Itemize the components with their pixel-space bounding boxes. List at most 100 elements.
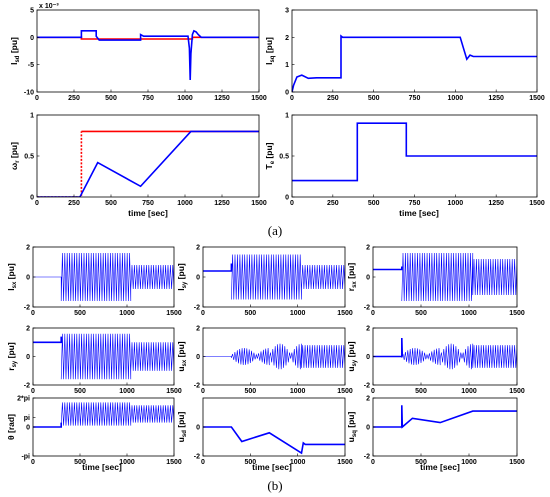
xtick-label-isd: 750 xyxy=(142,95,154,102)
xtick-label-omega: 1000 xyxy=(177,200,193,207)
series-group-omega xyxy=(37,130,259,197)
ytick-label-isx: -2 xyxy=(24,305,30,312)
ytick-label-isx: 0 xyxy=(26,275,30,282)
xtick-label-theta: 500 xyxy=(74,459,86,466)
ytick-label-isd: 5 xyxy=(30,8,34,15)
xtick-label-te: 500 xyxy=(368,200,380,207)
ytick-label-usy: 0 xyxy=(366,354,370,361)
ytick-label-theta: -pi xyxy=(21,454,30,461)
series-group-theta xyxy=(33,402,174,428)
xtick-label-omega: 250 xyxy=(68,200,80,207)
xtick-label-isd: 1250 xyxy=(214,95,230,102)
xtick-label-omega: 1500 xyxy=(251,200,267,207)
ylabel-te: Te [pu] xyxy=(264,142,276,169)
xtick-label-usq: 0 xyxy=(371,459,375,466)
ytick-label-usd: 0 xyxy=(196,425,200,432)
xtick-label-usd: 0 xyxy=(201,459,205,466)
ytick-label-isd: -5 xyxy=(28,62,34,69)
xtick-label-te: 750 xyxy=(409,200,421,207)
ytick-label-usq: 2 xyxy=(366,396,370,403)
xtick-label-usx: 1000 xyxy=(290,388,306,395)
xtick-label-usd: 1000 xyxy=(290,459,306,466)
series-group-usx xyxy=(203,343,345,370)
series-group-isy xyxy=(203,254,345,300)
ytick-label-te: 1 xyxy=(285,113,289,120)
xtick-label-rsy: 1000 xyxy=(119,388,135,395)
ytick-label-rsx: 0 xyxy=(366,275,370,282)
caption-a: (a) xyxy=(268,223,282,238)
series-line-rsy-1 xyxy=(60,333,174,380)
ylabel-isd: Isd [pu] xyxy=(9,37,21,65)
xtick-label-te: 1000 xyxy=(448,200,464,207)
ytick-label-isy: 2 xyxy=(196,245,200,252)
xtick-label-usq: 1000 xyxy=(461,459,477,466)
ytick-label-isq: 1 xyxy=(285,62,289,69)
series-group-isd xyxy=(37,29,259,81)
xlabel-b-3: time [sec] xyxy=(420,462,460,472)
ytick-label-isy: -2 xyxy=(194,305,200,312)
series-group-te xyxy=(292,122,537,182)
series-group-usq xyxy=(373,405,517,429)
series-line-rsx-1 xyxy=(401,252,517,302)
xtick-label-isq: 750 xyxy=(409,95,421,102)
ytick-label-te: 0.5 xyxy=(279,154,289,161)
ytick-label-isd: -10 xyxy=(24,90,34,97)
series-line-isd-1 xyxy=(37,29,259,81)
xtick-label-omega: 1250 xyxy=(214,200,230,207)
series-line-isq-0 xyxy=(292,34,537,92)
series-line-theta-1 xyxy=(60,402,174,426)
ylabel-usq: usq [pu] xyxy=(346,412,358,443)
ytick-label-rsy: -2 xyxy=(24,383,30,390)
xtick-label-isy: 500 xyxy=(244,310,256,317)
ytick-label-usx: 0 xyxy=(196,354,200,361)
xtick-label-usx: 500 xyxy=(244,388,256,395)
chart-isd: 0 250 500 750 1000 1250 1500 5 0 -5 -10 x 10⁻³ Isd [… xyxy=(9,3,267,102)
caption-b: (b) xyxy=(267,478,282,493)
ylabel-theta: θ [rad] xyxy=(6,414,16,440)
xtick-label-te: 250 xyxy=(327,200,339,207)
xtick-label-rsx: 1000 xyxy=(461,310,477,317)
series-line-omega-2 xyxy=(37,130,259,197)
xtick-label-theta: 1000 xyxy=(119,459,135,466)
ytick-label-usd: -2 xyxy=(194,454,200,461)
series-group-usy xyxy=(373,337,517,370)
xtick-label-isd: 0 xyxy=(35,95,39,102)
series-line-rsx-0 xyxy=(373,266,403,271)
ytick-label-rsx: 2 xyxy=(366,245,370,252)
xtick-label-usx: 1500 xyxy=(337,388,353,395)
ylabel-rsy: rsy [pu] xyxy=(6,342,18,371)
xtick-label-usy: 1000 xyxy=(461,388,477,395)
series-group-usd xyxy=(203,426,345,455)
xtick-label-usd: 1500 xyxy=(337,459,353,466)
ytick-label-usx: 2 xyxy=(196,326,200,333)
ylabel-rsx: rsx [pu] xyxy=(346,263,358,292)
ylabel-omega: ωr [pu] xyxy=(9,142,21,170)
ytick-label-isq: 0 xyxy=(285,90,289,97)
xtick-label-theta: 1500 xyxy=(166,459,182,466)
xtick-label-isy: 1500 xyxy=(337,310,353,317)
axes-box-isd xyxy=(36,9,260,93)
xtick-label-rsx: 0 xyxy=(371,310,375,317)
ytick-label-isd: 0 xyxy=(30,35,34,42)
xlabel-a-left: time [sec] xyxy=(128,208,168,218)
series-line-omega-0 xyxy=(37,131,83,197)
series-line-isy-0 xyxy=(203,263,233,272)
ytick-label-isy: 0 xyxy=(196,275,200,282)
xtick-label-isq: 1000 xyxy=(448,95,464,102)
xtick-label-isq: 1500 xyxy=(529,95,545,102)
series-line-rsy-0 xyxy=(33,336,62,344)
xtick-label-isd: 1500 xyxy=(251,95,267,102)
xtick-label-isy: 1000 xyxy=(290,310,306,317)
xtick-label-rsx: 500 xyxy=(415,310,427,317)
series-line-isx-0 xyxy=(33,252,174,302)
axes-box-omega xyxy=(36,114,260,198)
